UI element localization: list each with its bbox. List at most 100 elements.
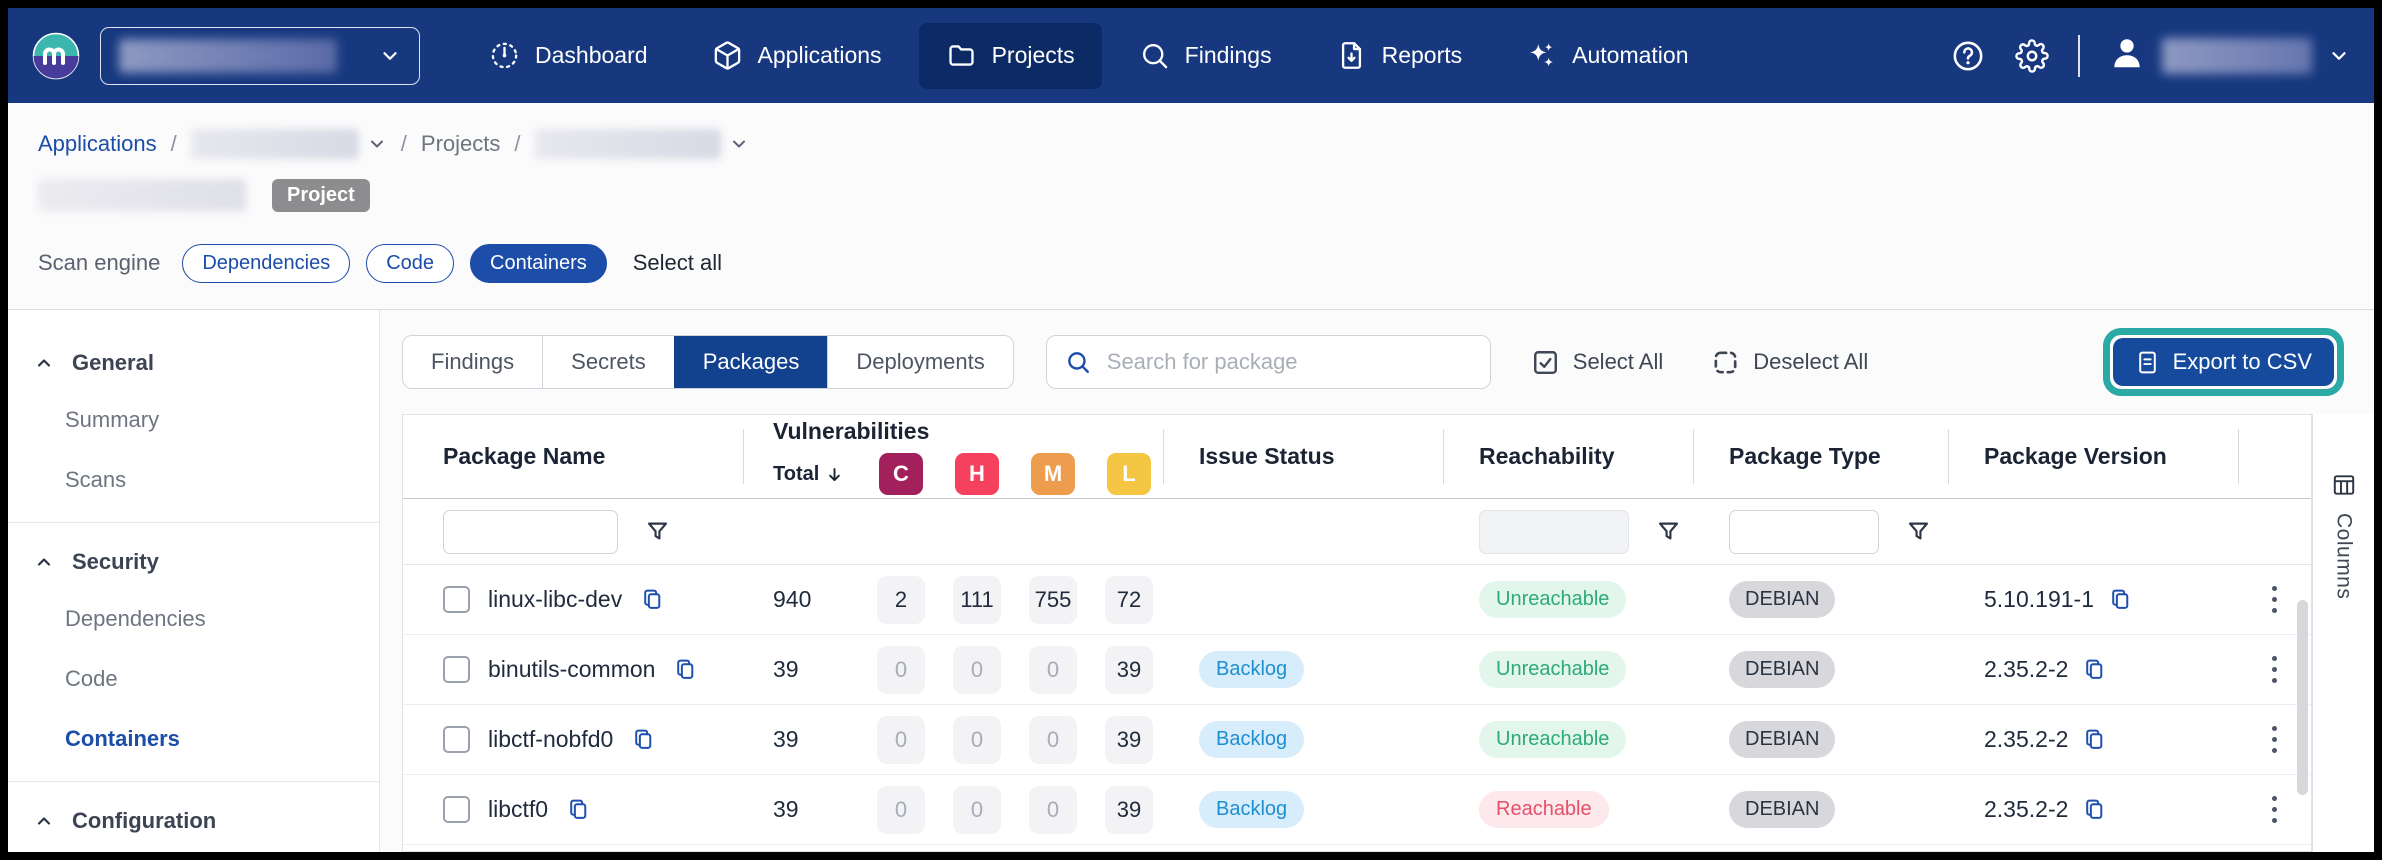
row-menu-button[interactable] (2266, 790, 2283, 829)
package-type-filter-input[interactable] (1729, 509, 1879, 554)
header-total-sort[interactable]: Total (773, 463, 877, 486)
vuln-critical-count: 2 (877, 575, 925, 624)
sidebar-item-scans[interactable]: Scans (65, 467, 127, 492)
vuln-low-count: 72 (1105, 575, 1153, 624)
header-reachability[interactable]: Reachability (1443, 415, 1693, 498)
package-version: 5.10.191-1 (1984, 586, 2094, 612)
issue-status-badge: Backlog (1199, 651, 1305, 688)
severity-medium-badge[interactable]: M (1031, 453, 1075, 495)
copy-icon[interactable] (2108, 587, 2133, 612)
settings-button[interactable] (2014, 38, 2050, 74)
chevron-up-icon (37, 359, 51, 367)
breadcrumb-applications-link[interactable]: Applications (38, 131, 157, 156)
vuln-medium-count: 755 (1029, 575, 1077, 624)
package-name[interactable]: linux-libc-dev (488, 586, 623, 612)
severity-high-badge[interactable]: H (955, 453, 999, 495)
breadcrumb-separator: / (400, 131, 407, 156)
row-checkbox[interactable] (443, 796, 470, 823)
tab-packages[interactable]: Packages (673, 336, 828, 388)
vuln-total: 39 (773, 796, 799, 822)
breadcrumb-project-dropdown[interactable] (534, 129, 749, 159)
filter-icon[interactable] (644, 518, 671, 545)
nav-item-automation[interactable]: Automation (1499, 23, 1715, 89)
copy-icon[interactable] (566, 797, 591, 822)
row-menu-button[interactable] (2266, 650, 2283, 689)
export-to-csv-button[interactable]: Export to CSV (2112, 338, 2334, 386)
sidebar-item-dependencies[interactable]: Dependencies (65, 606, 206, 631)
chevron-down-icon (370, 140, 383, 148)
mend-logo-icon[interactable] (32, 32, 80, 80)
vuln-total: 940 (773, 586, 812, 612)
tab-deployments[interactable]: Deployments (827, 336, 1013, 388)
organization-selector[interactable] (100, 26, 420, 85)
nav-item-applications[interactable]: Applications (685, 23, 909, 89)
vertical-scrollbar[interactable] (2297, 600, 2308, 795)
nav-item-findings[interactable]: Findings (1112, 23, 1299, 89)
copy-icon[interactable] (673, 657, 698, 682)
user-avatar-icon (2108, 34, 2146, 77)
folder-icon (948, 45, 974, 66)
sidebar-section-general[interactable]: General (8, 336, 379, 390)
header-package-version[interactable]: Package Version (1948, 415, 2238, 498)
sidebar-section-configuration[interactable]: Configuration (8, 794, 379, 848)
vuln-total: 39 (773, 726, 799, 752)
help-button[interactable] (1950, 38, 1986, 74)
severity-low-badge[interactable]: L (1107, 453, 1151, 495)
select-all-button[interactable]: Select All (1531, 348, 1663, 377)
sidebar-section-security[interactable]: Security (8, 535, 379, 589)
package-name[interactable]: libctf0 (488, 796, 549, 822)
package-name[interactable]: binutils-common (488, 656, 656, 682)
nav-item-reports[interactable]: Reports (1309, 23, 1490, 89)
filter-icon[interactable] (1905, 518, 1932, 545)
scan-engine-select-all[interactable]: Select all (632, 250, 723, 275)
export-highlight-ring: Export to CSV (2102, 328, 2344, 396)
row-checkbox[interactable] (443, 726, 470, 753)
package-name[interactable]: libctf-nobfd0 (488, 726, 614, 752)
filter-actions (2238, 499, 2311, 564)
search-icon (1067, 352, 1089, 373)
reachability-filter-input[interactable] (1479, 509, 1629, 554)
sparkles-icon (1530, 43, 1554, 67)
header-package-name[interactable]: Package Name (443, 443, 606, 469)
chip-containers[interactable]: Containers (470, 243, 607, 283)
nav-item-dashboard[interactable]: Dashboard (462, 23, 675, 89)
chip-code[interactable]: Code (366, 243, 455, 283)
deselect-all-button[interactable]: Deselect All (1711, 348, 1868, 377)
severity-critical-badge[interactable]: C (879, 453, 923, 495)
columns-panel-toggle[interactable]: Columns (2312, 414, 2374, 852)
header-issue-status[interactable]: Issue Status (1163, 415, 1443, 498)
vuln-high-count: 0 (953, 645, 1001, 694)
chip-dependencies[interactable]: Dependencies (182, 243, 351, 283)
row-menu-button[interactable] (2266, 720, 2283, 759)
export-to-csv-label: Export to CSV (2172, 349, 2312, 374)
row-checkbox[interactable] (443, 656, 470, 683)
sidebar-item-code[interactable]: Code (65, 666, 118, 691)
copy-icon[interactable] (631, 727, 656, 752)
package-search-input[interactable] (1106, 349, 1472, 375)
tab-secrets[interactable]: Secrets (542, 336, 674, 388)
copy-icon[interactable] (2082, 727, 2107, 752)
copy-icon[interactable] (640, 587, 665, 612)
copy-icon[interactable] (2082, 657, 2107, 682)
breadcrumb-separator: / (170, 131, 177, 156)
sidebar-item-summary[interactable]: Summary (65, 407, 160, 432)
vuln-medium-count: 0 (1029, 785, 1077, 834)
row-checkbox[interactable] (443, 586, 470, 613)
vulnerabilities-title: Vulnerabilities (773, 418, 930, 444)
filter-icon[interactable] (1655, 518, 1682, 545)
total-label: Total (773, 462, 820, 485)
breadcrumb-application-dropdown[interactable] (190, 129, 387, 159)
redacted-organization-name (119, 38, 337, 73)
chevron-up-icon (37, 558, 51, 566)
nav-item-projects[interactable]: Projects (918, 22, 1102, 89)
sidebar-item-containers[interactable]: Containers (65, 726, 180, 751)
package-name-filter-input[interactable] (443, 509, 618, 554)
user-menu[interactable] (2108, 34, 2350, 77)
filter-reachability (1443, 499, 1693, 564)
copy-icon[interactable] (2082, 797, 2107, 822)
row-menu-button[interactable] (2266, 580, 2283, 619)
tab-findings[interactable]: Findings (403, 336, 543, 388)
help-icon (1953, 41, 1983, 70)
header-package-type[interactable]: Package Type (1693, 415, 1948, 498)
